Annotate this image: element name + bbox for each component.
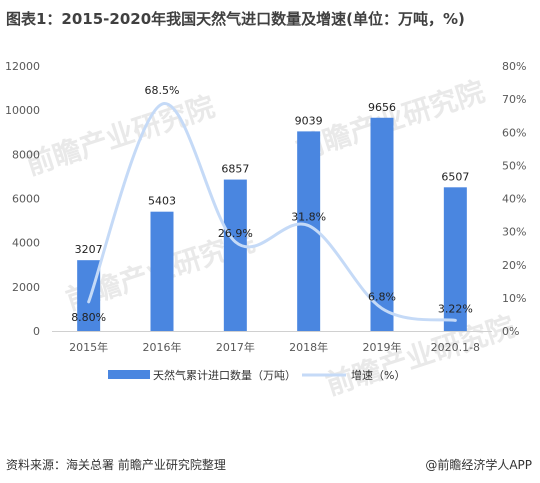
bar-value-label: 9656	[368, 101, 396, 114]
right-axis-tick: 80%	[502, 60, 526, 73]
x-axis-tick: 2018年	[289, 340, 328, 354]
right-axis-tick: 40%	[502, 193, 526, 206]
left-axis-tick: 0	[33, 325, 40, 338]
right-axis-tick: 70%	[502, 93, 526, 106]
x-axis-tick: 2020.1-8	[431, 341, 480, 354]
growth-rate-label: 8.80%	[71, 311, 106, 324]
right-axis-tick: 50%	[502, 159, 526, 172]
watermark-text-3: 前瞻产业研究院	[322, 310, 519, 402]
left-axis-tick: 2000	[12, 281, 40, 294]
right-axis-tick: 30%	[502, 226, 526, 239]
right-axis-tick: 60%	[502, 126, 526, 139]
left-axis-tick: 10000	[5, 104, 40, 117]
bar-value-label: 3207	[75, 243, 103, 256]
left-axis-tick: 12000	[5, 60, 40, 73]
growth-rate-label: 31.8%	[291, 211, 326, 224]
growth-rate-label: 26.9%	[218, 227, 253, 240]
growth-rate-label: 68.5%	[145, 84, 180, 97]
chart-title: 图表1：2015-2020年我国天然气进口数量及增速(单位：万吨，%)	[6, 10, 465, 28]
right-axis-tick: 20%	[502, 259, 526, 272]
legend-bar-swatch	[108, 370, 150, 379]
bar	[150, 211, 174, 331]
bar	[370, 117, 394, 331]
brand-credit: @前瞻经济学人APP	[425, 458, 532, 472]
bar	[77, 260, 101, 331]
legend-line-label: 增速（%）	[351, 368, 405, 382]
bar-value-label: 5403	[148, 195, 176, 208]
bar-value-label: 6507	[441, 170, 469, 183]
bar-value-label: 9039	[295, 114, 323, 127]
growth-rate-label: 3.22%	[438, 302, 473, 315]
growth-rate-label: 6.8%	[368, 290, 396, 303]
bar-value-label: 6857	[221, 163, 249, 176]
x-axis-tick: 2019年	[363, 340, 402, 354]
bar	[223, 179, 247, 331]
source-note: 资料来源：海关总署 前瞻产业研究院整理	[6, 458, 226, 472]
x-axis-tick: 2015年	[69, 340, 108, 354]
x-axis-tick: 2017年	[216, 340, 255, 354]
bar	[443, 187, 467, 331]
x-axis-tick: 2016年	[143, 340, 182, 354]
right-axis-tick: 10%	[502, 292, 526, 305]
left-axis-tick: 6000	[12, 193, 40, 206]
legend-bar-label: 天然气累计进口数量（万吨）	[153, 368, 296, 382]
left-axis-tick: 8000	[12, 148, 40, 161]
left-axis-tick: 4000	[12, 237, 40, 250]
bar	[297, 131, 321, 331]
right-axis-tick: 0%	[502, 325, 519, 338]
